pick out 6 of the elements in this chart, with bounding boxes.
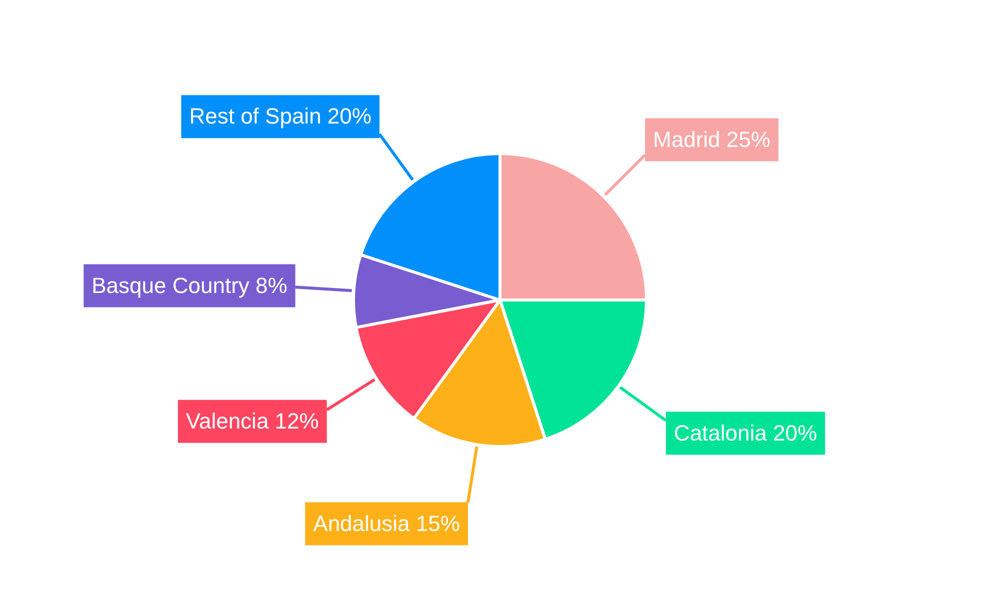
slice-label: Madrid 25% bbox=[653, 126, 770, 152]
slice-label: Catalonia 20% bbox=[674, 420, 818, 446]
slice-label: Basque Country 8% bbox=[92, 272, 288, 298]
slice-label: Rest of Spain 20% bbox=[189, 104, 372, 129]
slice-label: Valencia 12% bbox=[186, 408, 319, 434]
slice-label: Andalusia 15% bbox=[313, 510, 460, 536]
